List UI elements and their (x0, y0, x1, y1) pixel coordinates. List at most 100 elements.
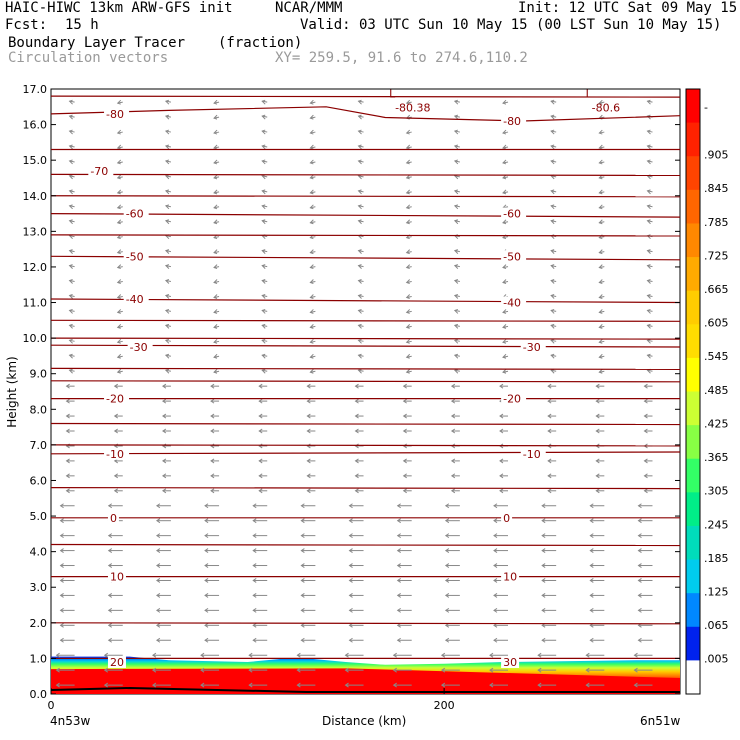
vector-head (348, 637, 353, 643)
vector-head (200, 667, 205, 673)
vector-head (68, 189, 73, 195)
y-tick-label: 1.0 (30, 652, 48, 665)
vector-head (113, 488, 119, 494)
y-tick-label: 13.0 (23, 225, 48, 238)
vector-head (68, 219, 73, 225)
colorbar-label: .185 (704, 552, 729, 565)
vector-head (585, 652, 590, 658)
vector-head (164, 368, 170, 374)
vector-head (598, 219, 603, 225)
contour-label: -60 (126, 208, 144, 221)
vector-head (306, 473, 311, 479)
vector-head (156, 563, 161, 568)
vector-head (450, 383, 456, 389)
temperature-contour (50, 95, 681, 98)
vector-head (444, 548, 450, 553)
vector-head (499, 458, 504, 464)
contour-label: -50 (503, 250, 521, 263)
vector-head (595, 383, 600, 389)
vector-head (493, 593, 498, 598)
vector-head (258, 458, 263, 464)
contour-label: -80 (106, 108, 124, 121)
x-tick-label: 200 (434, 699, 455, 712)
vector-head (210, 428, 215, 434)
vector-head (357, 144, 362, 150)
vector-head (541, 637, 546, 643)
vector-head (107, 503, 113, 509)
vector-head (116, 234, 122, 240)
vector-head (357, 114, 362, 120)
vector-head (258, 473, 263, 479)
vector-head (598, 249, 603, 255)
vector-head (156, 518, 161, 524)
vector-head (204, 503, 209, 509)
vector-head (164, 129, 170, 135)
vector-head (585, 667, 590, 673)
colorbar-label: .545 (704, 350, 729, 363)
colorbar-label: .245 (704, 518, 729, 531)
vector-head (65, 413, 70, 419)
vector-head (68, 144, 73, 150)
vector-head (595, 488, 600, 494)
vector-head (589, 593, 594, 598)
vector-head (499, 413, 504, 419)
contour-label: -40 (503, 297, 521, 310)
vector-head (550, 129, 555, 135)
vector-head (252, 637, 257, 643)
vector-head (537, 682, 542, 688)
vector-head (113, 473, 119, 479)
vector-head (261, 159, 266, 165)
vector-head (213, 129, 218, 135)
vector-head (252, 578, 257, 583)
vector-head (595, 428, 600, 434)
vector-head (296, 682, 301, 688)
vector-head (59, 533, 64, 539)
vector-head (309, 324, 314, 329)
vector-head (164, 353, 170, 359)
vector-head (68, 99, 73, 105)
contour-label-bg (123, 250, 149, 263)
vector-head (344, 682, 349, 688)
vector-head (348, 622, 353, 628)
vector-head (450, 458, 456, 464)
contour-label: -30 (523, 341, 541, 354)
vector-head (493, 533, 498, 539)
vector-head (68, 174, 73, 180)
contour-label: -20 (503, 393, 521, 406)
vector-head (261, 353, 266, 359)
vector-head (541, 503, 546, 509)
vector-head (598, 174, 603, 180)
vector-head (450, 398, 456, 404)
vector-head (59, 548, 64, 553)
contour-label-bg (127, 341, 153, 354)
vector-head (156, 622, 161, 628)
vector-head (646, 204, 651, 210)
vector-head (589, 518, 594, 524)
colorbar-segment (686, 189, 700, 224)
vector-head (643, 458, 648, 464)
vector-head (643, 428, 648, 434)
vector-head (646, 219, 651, 225)
vector-head (489, 682, 494, 688)
vector-head (210, 473, 215, 479)
temperature-contour (50, 319, 681, 322)
vector-head (444, 533, 450, 539)
vector-head (354, 458, 359, 464)
vector-head (589, 548, 594, 553)
colorbar-label: .305 (704, 485, 729, 498)
temperature-contour (50, 234, 681, 237)
contour-label-bg (104, 107, 130, 120)
vector-head (502, 368, 507, 374)
vector-head (646, 159, 651, 165)
vector-head (646, 323, 651, 329)
vector-head (210, 383, 215, 389)
colorbar-label: .005 (704, 653, 729, 666)
vector-head (107, 637, 113, 643)
vector-head (300, 578, 305, 583)
vector-head (344, 667, 349, 673)
vector-head (116, 144, 122, 150)
xy-range: XY= 259.5, 91.6 to 274.6,110.2 (275, 50, 528, 66)
vector-head (453, 204, 459, 210)
vector-head (502, 264, 507, 270)
vector-head (162, 428, 167, 434)
